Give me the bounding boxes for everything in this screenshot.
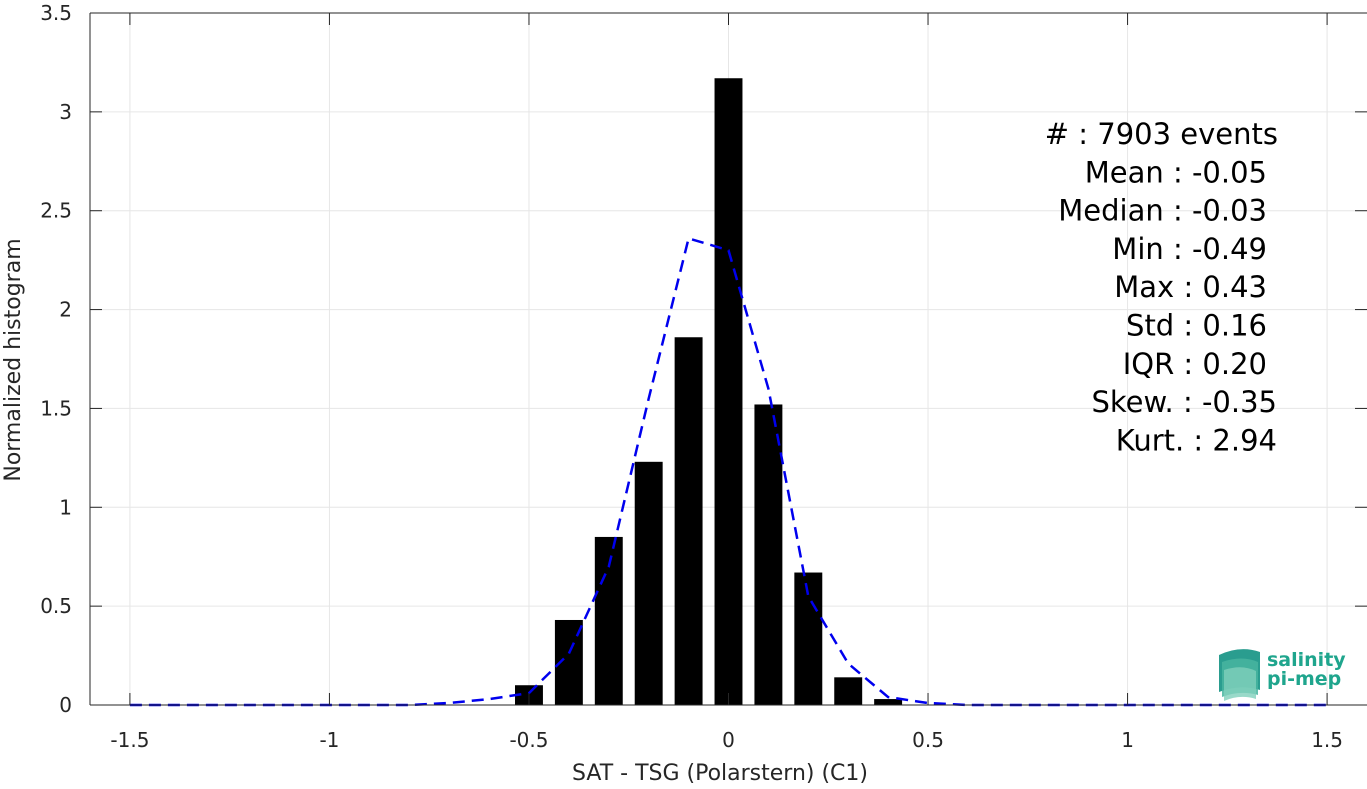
y-tick-label: 1 xyxy=(59,495,72,519)
x-axis-ticks: -1.5 -1 -0.5 0 0.5 1 1.5 xyxy=(110,13,1343,752)
y-tick-label: 3 xyxy=(59,100,72,124)
stat-line: Skew. : -0.35 xyxy=(1091,385,1277,419)
stat-line: Median : -0.03 xyxy=(1058,194,1267,228)
histogram-bar xyxy=(834,677,863,705)
y-axis-label: Normalized histogram xyxy=(1,238,26,481)
salinity-pi-mep-logo: salinity pi-mep xyxy=(1219,649,1346,701)
x-axis-label: SAT - TSG (Polarstern) (C1) xyxy=(572,761,868,785)
histogram-bar xyxy=(714,78,743,705)
stat-line: Max : 0.43 xyxy=(1114,270,1267,304)
y-tick-label: 0 xyxy=(59,693,72,717)
stat-line: Min : -0.49 xyxy=(1112,232,1267,266)
x-tick-label: -1.5 xyxy=(110,728,149,752)
y-tick-label: 1.5 xyxy=(40,396,72,420)
stat-line: # : 7903 events xyxy=(1045,117,1278,151)
x-tick-label: 0 xyxy=(722,728,735,752)
histogram-bars xyxy=(515,78,903,705)
histogram-bar xyxy=(634,461,663,705)
x-tick-label: -1 xyxy=(319,728,339,752)
stat-line: IQR : 0.20 xyxy=(1123,347,1267,381)
x-tick-label: 0.5 xyxy=(912,728,944,752)
stat-line: Std : 0.16 xyxy=(1126,309,1267,343)
histogram-bar xyxy=(674,337,703,705)
stat-line: Mean : -0.05 xyxy=(1085,155,1267,189)
histogram-bar xyxy=(874,699,903,705)
statistics-box: # : 7903 events Mean : -0.05 Median : -0.0… xyxy=(1045,117,1278,457)
y-tick-label: 3.5 xyxy=(40,1,72,25)
y-axis-ticks: 0 0.5 1 1.5 2 2.5 3 3.5 xyxy=(40,1,1367,717)
logo-line-salinity: salinity xyxy=(1267,649,1346,671)
y-tick-label: 2.5 xyxy=(40,199,72,223)
y-tick-label: 2 xyxy=(59,298,72,322)
logo-waves-icon xyxy=(1219,649,1260,701)
x-tick-label: -0.5 xyxy=(509,728,548,752)
x-tick-label: 1 xyxy=(1121,728,1134,752)
y-tick-label: 0.5 xyxy=(40,594,72,618)
logo-line-pi-mep: pi-mep xyxy=(1267,668,1341,690)
x-tick-label: 1.5 xyxy=(1311,728,1343,752)
histogram-bar xyxy=(754,404,783,705)
stat-line: Kurt. : 2.94 xyxy=(1116,423,1277,457)
